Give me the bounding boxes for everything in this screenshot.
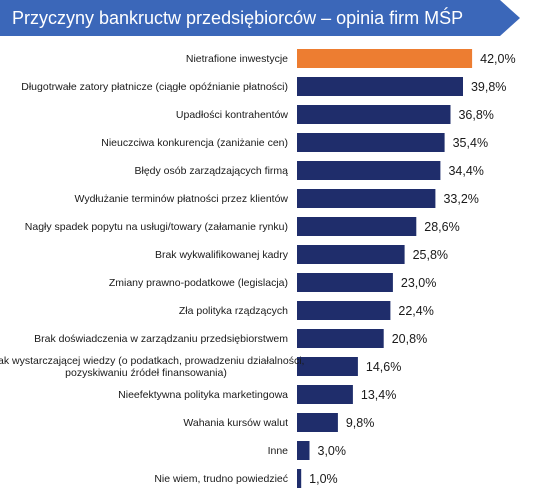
category-label-1: Długotrwałe zatory płatnicze (ciągłe opó…	[21, 81, 288, 93]
value-label-0: 42,0%	[480, 52, 515, 66]
category-label-4: Błędy osób zarządzających firmą	[135, 165, 289, 177]
bar-8	[297, 273, 393, 292]
category-label-7: Brak wykwalifikowanej kadry	[155, 249, 289, 261]
value-label-15: 1,0%	[309, 472, 338, 486]
category-label-5: Wydłużanie terminów płatności przez klie…	[75, 193, 289, 205]
value-label-7: 25,8%	[413, 248, 448, 262]
bar-6	[297, 217, 417, 236]
bar-11	[297, 357, 358, 376]
category-label-11: Brak wystarczającej wiedzy (o podatkach,…	[0, 355, 304, 379]
category-label-15: Nie wiem, trudno powiedzieć	[154, 473, 288, 485]
bar-3	[297, 133, 445, 152]
category-label-14: Inne	[268, 445, 289, 457]
bar-7	[297, 245, 405, 264]
bar-1	[297, 77, 463, 96]
category-label-9: Zła polityka rządzących	[179, 305, 288, 317]
bar-13	[297, 413, 338, 432]
category-label-6: Nagły spadek popytu na usługi/towary (za…	[25, 221, 288, 233]
chart-title: Przyczyny bankructw przedsiębiorców – op…	[12, 8, 464, 28]
category-label-2: Upadłości kontrahentów	[176, 109, 288, 121]
value-label-13: 9,8%	[346, 416, 375, 430]
bar-15	[297, 469, 302, 488]
bar-0	[297, 49, 473, 68]
value-label-2: 36,8%	[458, 108, 493, 122]
bar-12	[297, 385, 353, 404]
category-label-3: Nieuczciwa konkurencja (zaniżanie cen)	[101, 137, 288, 149]
value-label-12: 13,4%	[361, 388, 396, 402]
value-label-10: 20,8%	[392, 332, 427, 346]
value-label-14: 3,0%	[318, 444, 347, 458]
value-label-4: 34,4%	[448, 164, 483, 178]
bar-9	[297, 301, 391, 320]
category-label-8: Zmiany prawno-podatkowe (legislacja)	[109, 277, 288, 289]
value-label-1: 39,8%	[471, 80, 506, 94]
category-label-13: Wahania kursów walut	[183, 417, 288, 429]
value-label-8: 23,0%	[401, 276, 436, 290]
value-label-6: 28,6%	[424, 220, 459, 234]
value-label-9: 22,4%	[398, 304, 433, 318]
bar-2	[297, 105, 451, 124]
bar-5	[297, 189, 436, 208]
bar-4	[297, 161, 441, 180]
bar-10	[297, 329, 384, 348]
bar-14	[297, 441, 310, 460]
value-label-11: 14,6%	[366, 360, 401, 374]
category-label-10: Brak doświadczenia w zarządzaniu przedsi…	[34, 333, 288, 345]
category-label-0: Nietrafione inwestycje	[186, 53, 288, 65]
value-label-3: 35,4%	[453, 136, 488, 150]
category-label-12: Nieefektywna polityka marketingowa	[118, 389, 288, 401]
value-label-5: 33,2%	[443, 192, 478, 206]
title-banner	[0, 0, 520, 36]
